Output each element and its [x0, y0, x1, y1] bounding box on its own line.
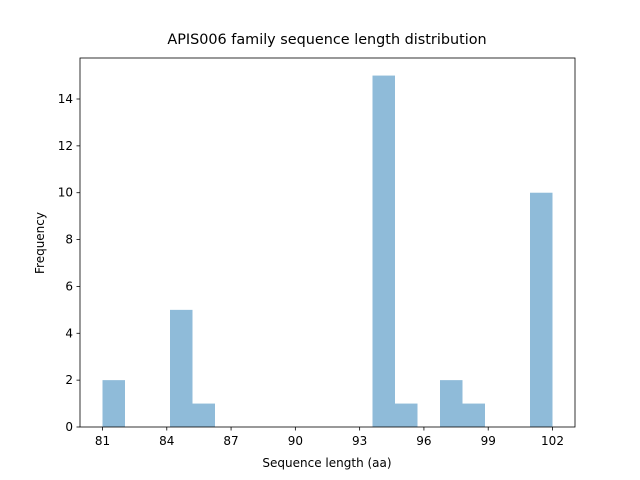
x-tick-label: 93	[352, 434, 367, 448]
bar	[440, 380, 463, 427]
bar	[530, 192, 553, 427]
y-tick-label: 2	[65, 373, 73, 387]
bar	[462, 403, 485, 427]
y-tick-label: 4	[65, 326, 73, 340]
x-tick-label: 81	[95, 434, 110, 448]
y-tick-label: 8	[65, 233, 73, 247]
y-tick-label: 6	[65, 279, 73, 293]
bar	[192, 403, 215, 427]
x-tick-label: 96	[416, 434, 431, 448]
chart-title: APIS006 family sequence length distribut…	[167, 32, 486, 48]
y-tick-label: 0	[65, 420, 73, 434]
y-tick-label: 10	[58, 186, 73, 200]
x-tick-label: 99	[481, 434, 496, 448]
bar	[395, 403, 418, 427]
x-tick-label: 84	[159, 434, 174, 448]
x-tick-label: 90	[288, 434, 303, 448]
x-tick-label: 87	[223, 434, 238, 448]
x-axis-label: Sequence length (aa)	[262, 456, 391, 470]
y-axis-label: Frequency	[33, 212, 47, 274]
bar	[170, 309, 193, 427]
x-tick-label: 102	[541, 434, 564, 448]
y-tick-label: 12	[58, 139, 73, 153]
plot-frame	[79, 57, 576, 428]
y-tick-label: 14	[58, 92, 73, 106]
bar	[372, 75, 395, 428]
bar	[102, 380, 125, 427]
